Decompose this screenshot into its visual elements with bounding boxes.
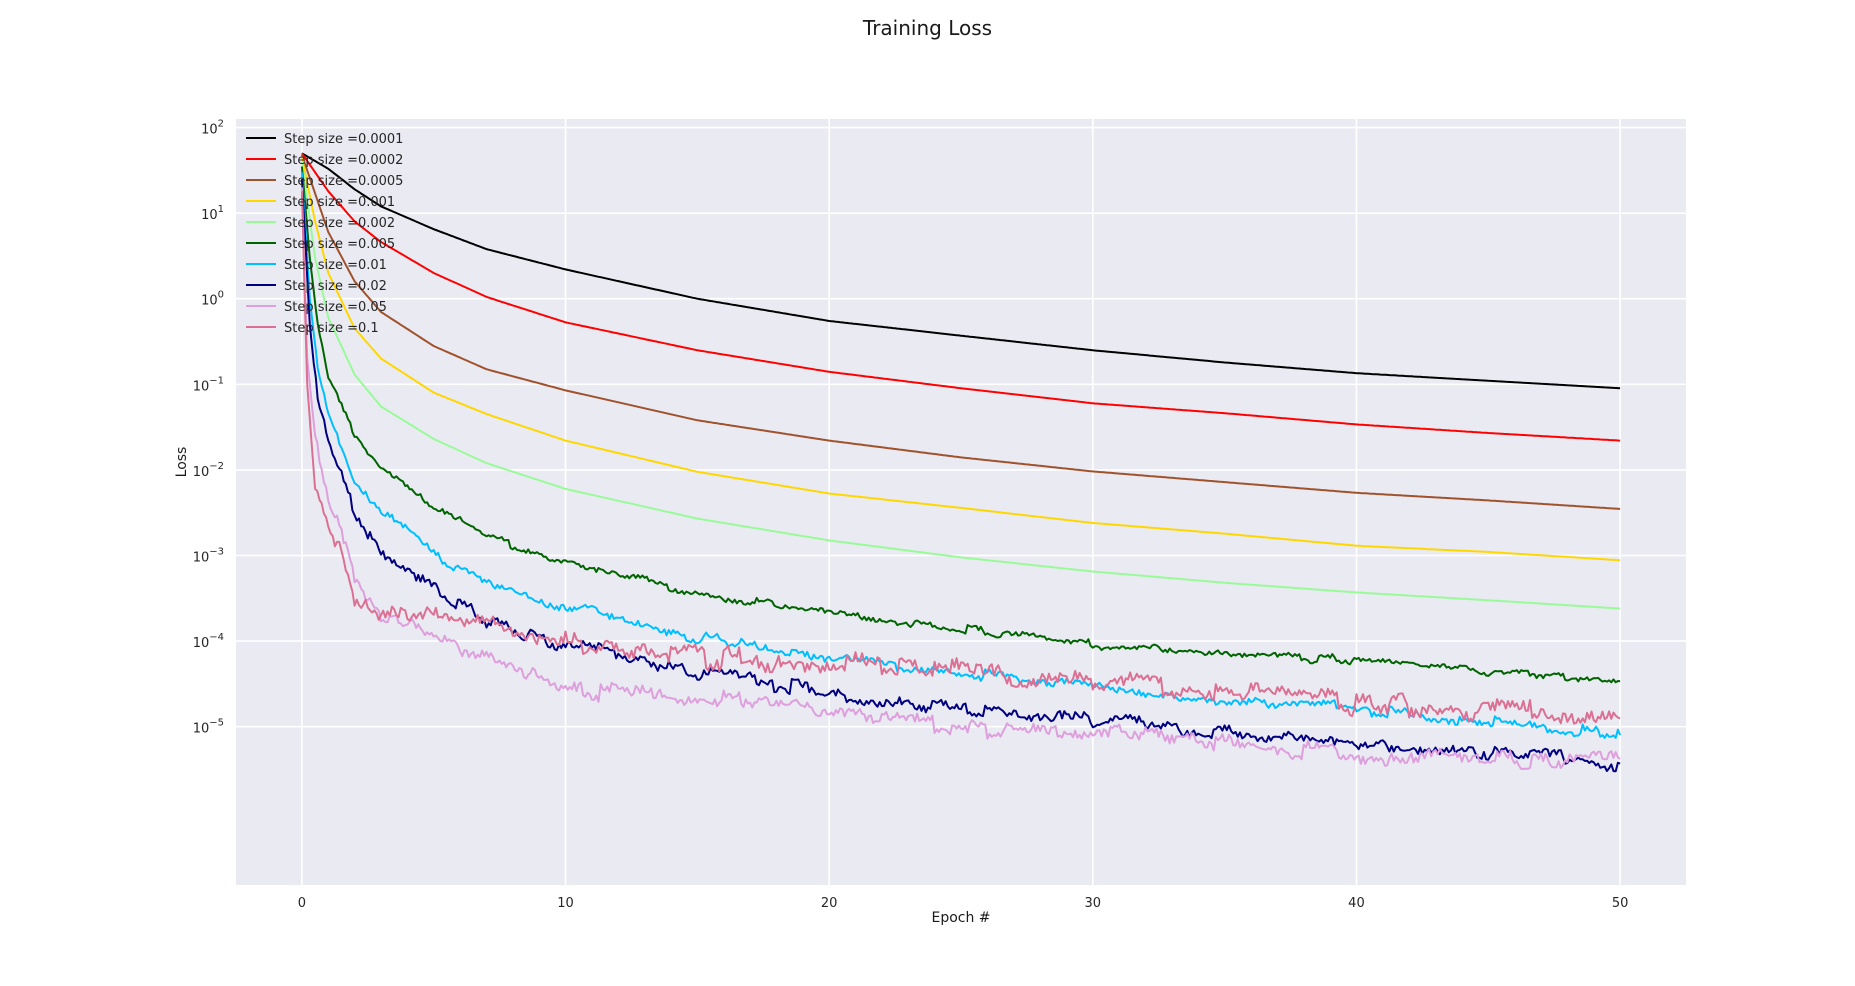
legend-entry: Step size =0.02 — [284, 279, 387, 294]
legend-entry: Step size =0.001 — [284, 195, 395, 210]
series-line — [300, 166, 1621, 684]
axis-ticks: 0 10 20 30 40 50 102 101 100 10−1 10−2 10−3 10−4 10−5 — [193, 119, 1629, 911]
series-line — [300, 172, 1622, 739]
x-tick-label: 40 — [1348, 896, 1365, 911]
x-tick-label: 30 — [1085, 896, 1102, 911]
legend-entry: Step size =0.05 — [284, 300, 387, 315]
y-axis-label: Loss — [174, 447, 190, 478]
series-line — [301, 152, 1621, 390]
series-lines — [300, 152, 1622, 773]
legend-entry: Step size =0.005 — [284, 237, 395, 252]
series-line — [301, 152, 1621, 442]
y-tick-label: 10−4 — [193, 632, 224, 651]
y-tick-label: 10−3 — [193, 546, 224, 565]
series-line — [300, 161, 1621, 610]
legend-entry: Step size =0.0002 — [284, 153, 403, 168]
series-line — [300, 191, 1621, 725]
x-tick-label: 10 — [557, 896, 574, 911]
y-tick-label: 100 — [201, 290, 224, 309]
legend-entry: Step size =0.01 — [284, 258, 387, 273]
y-tick-label: 101 — [201, 204, 224, 223]
legend-entry: Step size =0.0005 — [284, 174, 403, 189]
chart-title: Training Loss — [862, 16, 993, 40]
series-line — [300, 179, 1621, 773]
x-tick-label: 50 — [1612, 896, 1629, 911]
legend-entry: Step size =0.1 — [284, 321, 379, 336]
x-tick-label: 0 — [298, 896, 306, 911]
legend: Step size =0.0001 Step size =0.0002 Step s… — [246, 132, 403, 336]
y-tick-label: 102 — [201, 119, 224, 138]
series-line — [300, 187, 1621, 770]
plot-area — [236, 119, 1686, 885]
series-line — [300, 154, 1621, 510]
y-tick-label: 10−2 — [193, 461, 224, 480]
y-tick-label: 10−1 — [193, 375, 224, 394]
legend-entry: Step size =0.002 — [284, 216, 395, 231]
legend-entry: Step size =0.0001 — [284, 132, 403, 147]
x-axis-label: Epoch # — [931, 910, 990, 926]
y-tick-label: 10−5 — [193, 718, 224, 737]
series-line — [300, 156, 1621, 562]
x-tick-label: 20 — [821, 896, 838, 911]
grid-lines — [236, 119, 1686, 885]
